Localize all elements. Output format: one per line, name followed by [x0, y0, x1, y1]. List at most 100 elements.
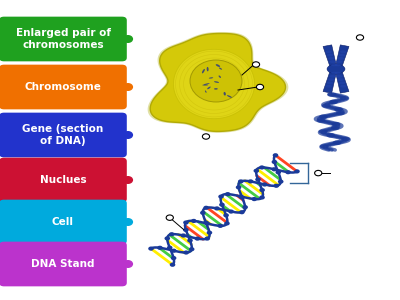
Circle shape: [262, 182, 268, 187]
Ellipse shape: [214, 88, 218, 90]
Circle shape: [238, 194, 244, 199]
Polygon shape: [174, 50, 254, 118]
Ellipse shape: [326, 133, 335, 138]
Circle shape: [183, 228, 189, 232]
Ellipse shape: [337, 57, 344, 60]
Ellipse shape: [218, 76, 221, 78]
Circle shape: [166, 215, 173, 220]
Polygon shape: [323, 70, 337, 93]
Circle shape: [228, 209, 234, 214]
Ellipse shape: [214, 81, 219, 83]
Ellipse shape: [329, 100, 338, 104]
Circle shape: [255, 177, 261, 182]
Circle shape: [189, 247, 194, 251]
Ellipse shape: [331, 126, 340, 130]
Circle shape: [219, 202, 225, 207]
Ellipse shape: [331, 64, 338, 66]
Circle shape: [218, 224, 223, 228]
Ellipse shape: [336, 111, 345, 115]
Ellipse shape: [331, 72, 338, 74]
Circle shape: [124, 36, 132, 42]
Circle shape: [239, 195, 245, 200]
Circle shape: [242, 205, 248, 209]
Circle shape: [278, 179, 284, 184]
Circle shape: [148, 247, 154, 251]
Ellipse shape: [326, 85, 332, 88]
Ellipse shape: [334, 107, 343, 112]
Text: DNA Stand: DNA Stand: [31, 259, 95, 269]
Circle shape: [183, 220, 189, 225]
Circle shape: [180, 233, 186, 238]
Circle shape: [167, 246, 172, 250]
Circle shape: [195, 236, 200, 241]
Circle shape: [248, 179, 253, 184]
Circle shape: [252, 197, 257, 201]
Ellipse shape: [333, 140, 342, 145]
Ellipse shape: [209, 77, 213, 79]
Ellipse shape: [319, 129, 328, 134]
Ellipse shape: [340, 96, 349, 100]
Circle shape: [200, 211, 206, 215]
Circle shape: [272, 167, 277, 171]
FancyBboxPatch shape: [0, 158, 127, 202]
Ellipse shape: [330, 75, 336, 78]
Ellipse shape: [340, 85, 346, 88]
Circle shape: [183, 250, 189, 255]
Circle shape: [124, 219, 132, 225]
Circle shape: [207, 231, 212, 235]
Polygon shape: [335, 70, 349, 93]
Circle shape: [315, 170, 322, 176]
FancyBboxPatch shape: [0, 242, 127, 286]
Ellipse shape: [336, 60, 342, 63]
Ellipse shape: [330, 60, 336, 63]
Circle shape: [191, 219, 196, 223]
Ellipse shape: [190, 60, 242, 102]
Ellipse shape: [219, 68, 222, 70]
Ellipse shape: [327, 64, 345, 74]
Circle shape: [171, 256, 176, 260]
FancyBboxPatch shape: [0, 64, 127, 110]
Circle shape: [124, 177, 132, 183]
Ellipse shape: [334, 64, 341, 66]
Ellipse shape: [332, 122, 340, 126]
Circle shape: [157, 246, 163, 250]
Ellipse shape: [204, 83, 210, 85]
Circle shape: [252, 62, 260, 67]
Circle shape: [276, 170, 281, 174]
Ellipse shape: [319, 115, 328, 119]
Circle shape: [273, 153, 278, 158]
Ellipse shape: [227, 95, 232, 98]
Ellipse shape: [339, 54, 345, 56]
Circle shape: [203, 220, 209, 225]
Text: Enlarged pair of
chromosomes: Enlarged pair of chromosomes: [16, 28, 110, 50]
Circle shape: [204, 236, 210, 241]
Ellipse shape: [327, 54, 333, 56]
Polygon shape: [323, 45, 337, 68]
Ellipse shape: [207, 87, 211, 89]
FancyBboxPatch shape: [0, 200, 127, 244]
Text: Nuclues: Nuclues: [40, 175, 86, 185]
Ellipse shape: [317, 118, 326, 123]
Circle shape: [254, 169, 259, 173]
FancyBboxPatch shape: [0, 16, 127, 61]
FancyBboxPatch shape: [0, 112, 127, 157]
Ellipse shape: [336, 75, 342, 78]
Polygon shape: [335, 45, 349, 68]
Ellipse shape: [216, 64, 220, 67]
Circle shape: [236, 185, 241, 189]
Polygon shape: [150, 34, 286, 131]
Ellipse shape: [327, 82, 333, 84]
Circle shape: [170, 262, 175, 267]
Ellipse shape: [207, 67, 209, 71]
Circle shape: [259, 195, 265, 200]
Circle shape: [256, 84, 264, 90]
Circle shape: [187, 238, 193, 243]
Circle shape: [224, 221, 230, 226]
Circle shape: [124, 132, 132, 138]
Circle shape: [238, 179, 244, 184]
Ellipse shape: [205, 90, 206, 93]
Circle shape: [203, 206, 209, 210]
Ellipse shape: [337, 78, 344, 81]
Circle shape: [274, 184, 279, 188]
Ellipse shape: [328, 92, 336, 97]
